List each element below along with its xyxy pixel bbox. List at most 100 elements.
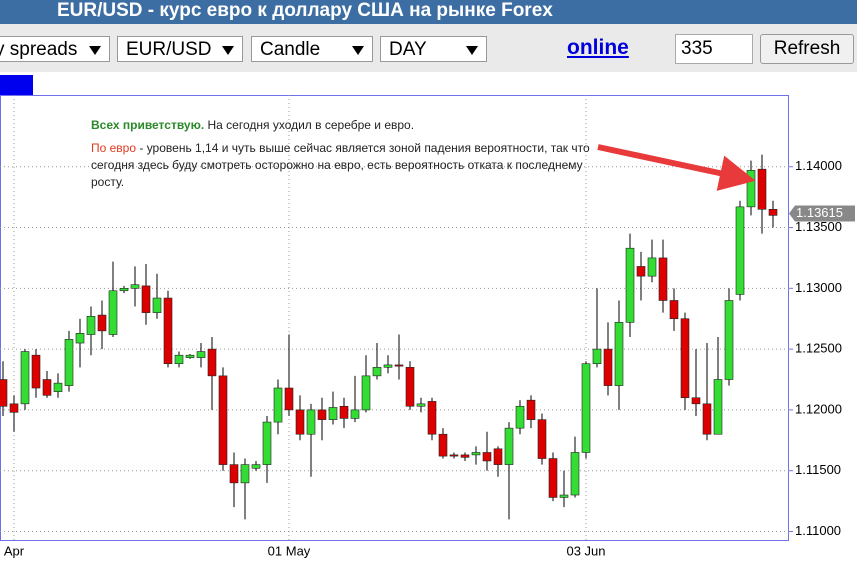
- candle-body: [207, 348, 217, 377]
- period-select[interactable]: DAY: [380, 36, 487, 62]
- type-select[interactable]: Candle: [251, 36, 373, 62]
- plot-frame: [0, 95, 789, 541]
- y-tick-label: 1.14000: [795, 158, 842, 173]
- symbol-select[interactable]: EUR/USD: [117, 36, 243, 62]
- candle-body: [691, 397, 701, 405]
- candle-body: [592, 348, 602, 365]
- select-text: Candle: [260, 39, 321, 60]
- title: EUR/USD - курс евро к доллару США на рын…: [57, 0, 553, 21]
- candle-body: [218, 375, 228, 465]
- note-line: По евро - уровень 1,14 и чуть выше сейча…: [91, 140, 591, 191]
- y-tick-label: 1.11000: [795, 523, 841, 538]
- note-text: На сегодня уходил в серебре и евро.: [204, 118, 415, 132]
- candle-body: [361, 375, 371, 411]
- candle-body: [680, 318, 690, 399]
- candle-body: [372, 367, 382, 377]
- select-text: DAY: [389, 39, 427, 60]
- candle-body: [526, 399, 536, 420]
- candle-body: [757, 168, 767, 210]
- chart: 1.11000 1.11500 1.12000 1.12500 1.13000 1.135…: [0, 75, 855, 558]
- candle-body: [537, 419, 547, 459]
- y-tick-label: 1.12000: [795, 401, 842, 416]
- candle-body: [273, 387, 283, 423]
- y-tick-label: 1.12500: [795, 341, 842, 356]
- candle-body: [64, 339, 74, 386]
- pointer-arrow: [597, 144, 756, 191]
- dropdown-arrow: [89, 46, 101, 55]
- dropdown-arrow: [222, 46, 234, 55]
- candle-body: [570, 452, 580, 496]
- candle-body: [9, 403, 19, 413]
- candle-body: [735, 206, 745, 295]
- x-tick-label: 03 Jun: [566, 543, 605, 558]
- count-input[interactable]: 335: [675, 34, 753, 64]
- candle-body: [328, 407, 338, 420]
- candle-body: [119, 288, 129, 292]
- select-text: y spreads: [0, 39, 78, 60]
- candle-body: [108, 290, 118, 335]
- candle-body: [174, 354, 184, 365]
- candle-body: [625, 247, 635, 323]
- candle-body: [20, 351, 30, 405]
- candle-body: [669, 300, 679, 320]
- candle-body: [185, 354, 195, 358]
- candle-body: [339, 405, 349, 419]
- candle-body: [548, 458, 558, 498]
- candle-body: [31, 354, 41, 389]
- candle-body: [75, 333, 85, 344]
- candle-body: [460, 454, 470, 458]
- note-text: - уровень 1,14 и чуть выше сейчас являет…: [91, 141, 590, 189]
- candle-body: [196, 351, 206, 358]
- y-tick-label: 1.13500: [795, 219, 842, 234]
- candle-body: [702, 403, 712, 435]
- candle-body: [724, 300, 734, 380]
- note-lead: По евро: [91, 141, 137, 155]
- select-text: EUR/USD: [126, 39, 212, 60]
- candle-body: [383, 364, 393, 368]
- candle-body: [240, 464, 250, 484]
- candle-body: [0, 379, 8, 407]
- candle-body: [438, 433, 448, 457]
- candle-body: [504, 427, 514, 465]
- candle-body: [471, 452, 481, 456]
- candle-body: [768, 208, 778, 216]
- candle-body: [295, 409, 305, 435]
- candle-body: [42, 379, 52, 396]
- candle-body: [394, 364, 404, 367]
- candle-body: [350, 409, 360, 419]
- y-tick-label: 1.11500: [795, 462, 841, 477]
- controls: y spreads EUR/USD Candle DAY online 335 …: [0, 24, 857, 72]
- x-tick-label: 01 May: [268, 543, 311, 558]
- online-link[interactable]: online: [567, 36, 629, 59]
- last-price-tag: [789, 205, 855, 222]
- spread-select[interactable]: y spreads: [0, 36, 110, 62]
- candle-body: [86, 315, 96, 335]
- dropdown-arrow: [466, 46, 478, 55]
- candle-body: [614, 322, 624, 386]
- y-tick-label: 1.13000: [795, 280, 842, 295]
- candle-body: [581, 363, 591, 453]
- candle-body: [53, 382, 63, 392]
- candle-body: [97, 314, 107, 332]
- candle-body: [493, 448, 503, 465]
- refresh-button[interactable]: Refresh: [760, 34, 854, 64]
- corner-block: [0, 75, 33, 95]
- candle-body: [163, 297, 173, 365]
- candle-body: [141, 285, 151, 313]
- candle-body: [515, 405, 525, 429]
- title-bar: EUR/USD - курс евро к доллару США на рын…: [0, 0, 857, 24]
- candle-body: [306, 409, 316, 435]
- candle-body: [251, 464, 261, 469]
- note-line: Всех приветствую. На сегодня уходил в се…: [91, 117, 591, 134]
- candle-body: [427, 401, 437, 435]
- last-price-label: 1.13615: [796, 205, 843, 220]
- candle-body: [746, 170, 756, 208]
- dropdown-arrow: [352, 46, 364, 55]
- annotation: Всех приветствую. На сегодня уходил в се…: [91, 117, 591, 197]
- candle-body: [262, 421, 272, 465]
- candle-body: [449, 454, 459, 457]
- candle-body: [284, 387, 294, 411]
- candle-body: [405, 367, 415, 407]
- candle-body: [603, 348, 613, 386]
